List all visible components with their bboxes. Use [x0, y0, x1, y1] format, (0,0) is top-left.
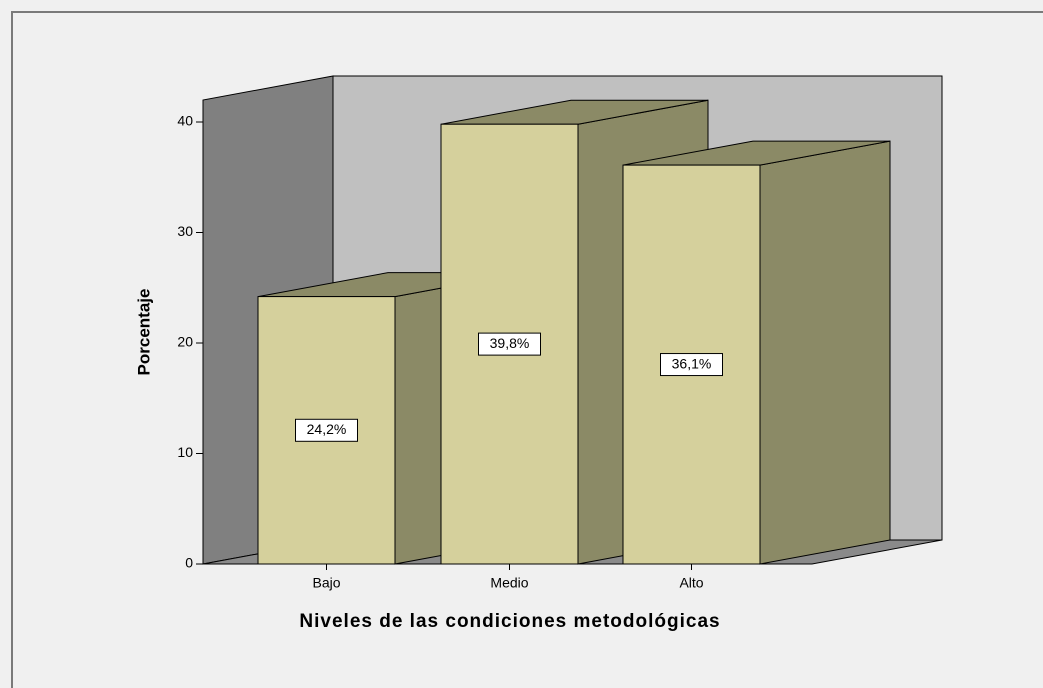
data-label: 24,2% [307, 421, 347, 437]
x-tick-label: Alto [679, 575, 703, 591]
x-tick-label: Bajo [312, 575, 340, 591]
data-label-box [295, 418, 358, 442]
y-tick-label: 30 [177, 223, 193, 239]
y-axis-title: Porcentaje [134, 289, 153, 376]
y-tick-label: 20 [177, 334, 193, 350]
x-axis-title: Niveles de las condiciones metodológicas [299, 611, 720, 632]
data-label-box [478, 332, 541, 356]
data-label: 39,8% [490, 335, 530, 351]
y-tick-label: 0 [185, 555, 193, 571]
data-label: 36,1% [672, 355, 712, 371]
bar-side [759, 140, 891, 565]
data-label-box [660, 353, 723, 377]
y-tick-label: 10 [177, 444, 193, 460]
y-tick-label: 40 [177, 113, 193, 129]
x-tick-label: Medio [490, 575, 528, 591]
